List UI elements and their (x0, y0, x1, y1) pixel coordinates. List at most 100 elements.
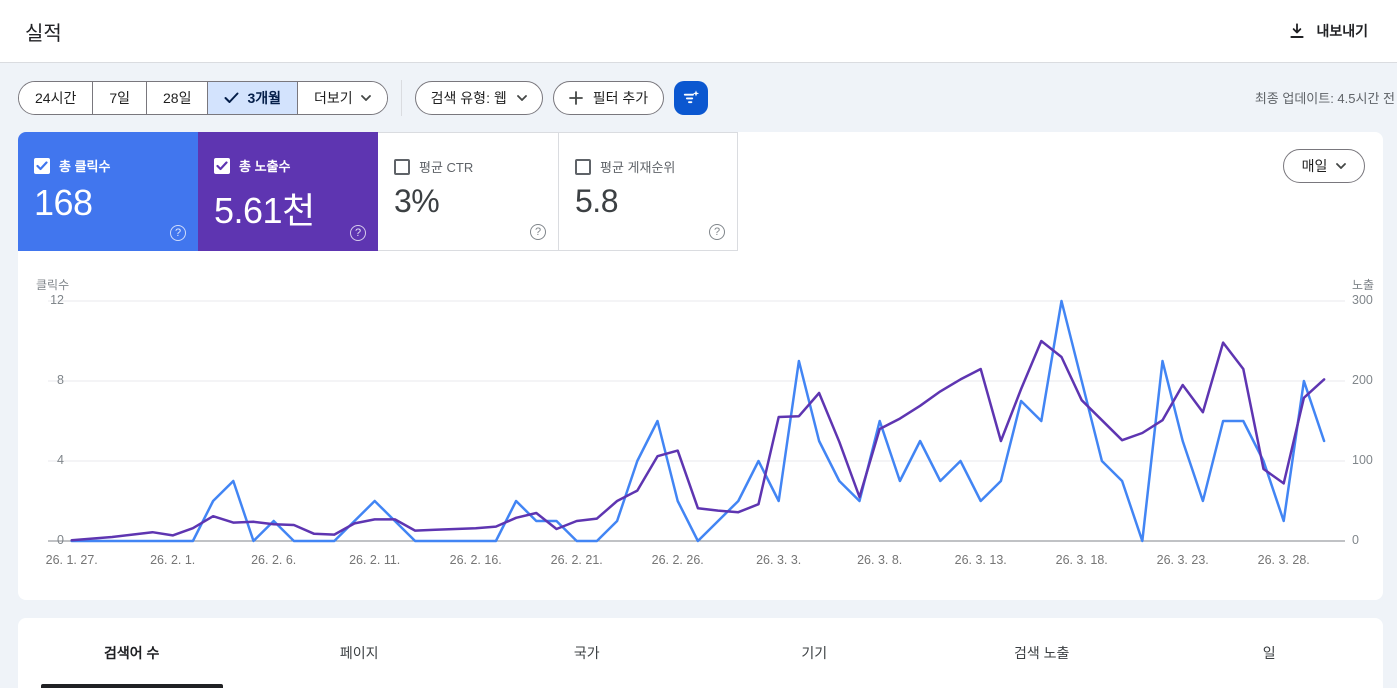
checkbox-unchecked[interactable] (394, 158, 410, 175)
tab-검색어 수[interactable]: 검색어 수 (18, 618, 246, 688)
metric-tile-header: 총 노출수 (214, 156, 362, 175)
x-axis-tick: 26. 3. 28. (1257, 553, 1310, 567)
left-axis-title: 클릭수 (36, 278, 70, 292)
last-updated-text: 최종 업데이트: 4.5시간 전 (1254, 91, 1395, 106)
metric-tile-label: 총 클릭수 (59, 159, 111, 174)
chevron-down-icon (1336, 163, 1347, 169)
series-노출수 (70, 339, 1326, 542)
checkbox-unchecked[interactable] (575, 158, 591, 175)
filter-sparkle-icon (681, 88, 701, 108)
metric-tile-header: 평균 게재순위 (575, 157, 721, 176)
tab-국가[interactable]: 국가 (473, 618, 701, 688)
help-icon[interactable]: ? (530, 224, 546, 240)
left-axis-tick: 8 (57, 373, 64, 387)
dimension-table-card: 검색어 수 페이지 국가 기기 검색 노출 일 (18, 618, 1383, 688)
right-axis-title: 노출 (1352, 278, 1375, 292)
search-type-dropdown[interactable]: 검색 유형: 웹 (414, 80, 543, 115)
series-클릭수 (70, 299, 1326, 543)
date-range-chip-더보기[interactable]: 더보기 (298, 81, 387, 114)
checkbox-checked[interactable] (214, 157, 230, 174)
x-axis-tick: 26. 2. 21. (550, 553, 603, 567)
tab-label: 검색 노출 (1014, 645, 1070, 661)
metric-tile-value: 5.8 (575, 183, 618, 219)
tab-label: 기기 (801, 645, 828, 661)
chevron-down-icon (360, 94, 371, 101)
search-type-label: 검색 유형: 웹 (430, 89, 507, 106)
help-icon[interactable]: ? (709, 224, 725, 240)
performance-card: 총 클릭수 168? 총 노출수 5.61천? 평균 CTR 3%? 평균 게재순위 5.8?… (18, 132, 1383, 600)
left-axis-tick: 12 (50, 293, 64, 307)
date-range-chip-label: 24시간 (35, 89, 77, 106)
dimension-tabs: 검색어 수 페이지 국가 기기 검색 노출 일 (18, 618, 1383, 688)
left-axis-tick: 4 (57, 453, 64, 467)
top-header: 실적 내보내기 (0, 0, 1397, 63)
right-axis-tick: 100 (1352, 453, 1373, 467)
tab-일[interactable]: 일 (1156, 618, 1384, 688)
x-axis-tick: 26. 2. 6. (251, 553, 297, 567)
page-title: 실적 (25, 22, 62, 45)
granularity-label: 매일 (1301, 158, 1328, 174)
right-axis-tick: 0 (1352, 533, 1359, 547)
performance-line-chart (48, 299, 1345, 543)
tab-label: 페이지 (339, 645, 379, 661)
x-axis-tick: 26. 2. 11. (349, 553, 401, 567)
plus-icon (568, 90, 583, 105)
metric-tile[interactable]: 평균 게재순위 5.8? (558, 132, 738, 251)
left-axis-tick: 0 (57, 533, 64, 547)
x-axis-tick: 26. 2. 26. (651, 553, 704, 567)
tab-기기[interactable]: 기기 (701, 618, 929, 688)
export-label: 내보내기 (1316, 23, 1368, 39)
x-axis-tick: 26. 3. 18. (1055, 553, 1108, 567)
metric-tile-value: 5.61천 (214, 190, 315, 231)
date-range-chip-label: 더보기 (314, 89, 353, 106)
metric-tile-label: 평균 게재순위 (600, 160, 676, 175)
right-axis-tick: 300 (1352, 293, 1373, 307)
filter-toolbar: 24시간 7일 28일 3개월 더보기 검색 유형: 웹 필터 추가 최종 업데이트: … (0, 63, 1397, 132)
tab-검색 노출[interactable]: 검색 노출 (928, 618, 1156, 688)
metric-tile-label: 평균 CTR (419, 160, 474, 175)
help-icon[interactable]: ? (350, 225, 366, 241)
checkbox-checked[interactable] (34, 157, 50, 174)
smart-filter-button[interactable] (674, 80, 709, 115)
check-icon (224, 92, 239, 104)
metric-tile-value: 3% (394, 183, 440, 219)
date-range-chip-3개월[interactable]: 3개월 (208, 81, 299, 114)
x-axis-tick: 26. 3. 8. (857, 553, 903, 567)
toolbar-divider (400, 79, 402, 116)
x-axis-tick: 26. 2. 16. (449, 553, 502, 567)
granularity-dropdown[interactable]: 매일 (1283, 149, 1365, 183)
x-axis-tick: 26. 2. 1. (150, 553, 196, 567)
date-range-chip-7일[interactable]: 7일 (93, 81, 148, 114)
tab-label: 국가 (573, 645, 600, 661)
metric-tile-header: 평균 CTR (394, 157, 542, 176)
metric-tile[interactable]: 평균 CTR 3%? (378, 132, 558, 251)
date-range-chip-28일[interactable]: 28일 (147, 81, 209, 114)
date-range-chip-label: 3개월 (247, 89, 282, 106)
x-axis-tick: 26. 1. 27. (45, 553, 98, 567)
date-range-chip-label: 7일 (109, 89, 131, 106)
metric-tile-header: 총 클릭수 (34, 156, 182, 175)
active-tab-underline (40, 684, 223, 688)
date-range-chip-group: 24시간 7일 28일 3개월 더보기 (18, 80, 388, 115)
tab-페이지[interactable]: 페이지 (246, 618, 474, 688)
add-filter-label: 필터 추가 (592, 89, 649, 106)
metric-tile[interactable]: 총 노출수 5.61천? (198, 132, 378, 251)
right-axis-tick: 200 (1352, 373, 1373, 387)
date-range-chip-label: 28일 (163, 89, 192, 106)
metric-tile-value: 168 (34, 182, 93, 223)
tab-label: 일 (1262, 645, 1276, 661)
help-icon[interactable]: ? (170, 225, 186, 241)
metric-tile-label: 총 노출수 (239, 159, 291, 174)
x-axis-tick: 26. 3. 3. (756, 553, 802, 567)
date-range-chip-24시간[interactable]: 24시간 (19, 81, 94, 114)
download-icon (1288, 22, 1306, 40)
metric-tiles-row: 총 클릭수 168? 총 노출수 5.61천? 평균 CTR 3%? 평균 게재순위 5.8? (18, 132, 738, 251)
x-axis-tick: 26. 3. 13. (954, 553, 1007, 567)
chevron-down-icon (516, 94, 527, 101)
add-filter-button[interactable]: 필터 추가 (552, 80, 665, 115)
x-axis-tick: 26. 3. 23. (1156, 553, 1209, 567)
tab-label: 검색어 수 (104, 645, 160, 661)
metric-tile[interactable]: 총 클릭수 168? (18, 132, 198, 251)
export-button[interactable]: 내보내기 (1284, 15, 1372, 47)
